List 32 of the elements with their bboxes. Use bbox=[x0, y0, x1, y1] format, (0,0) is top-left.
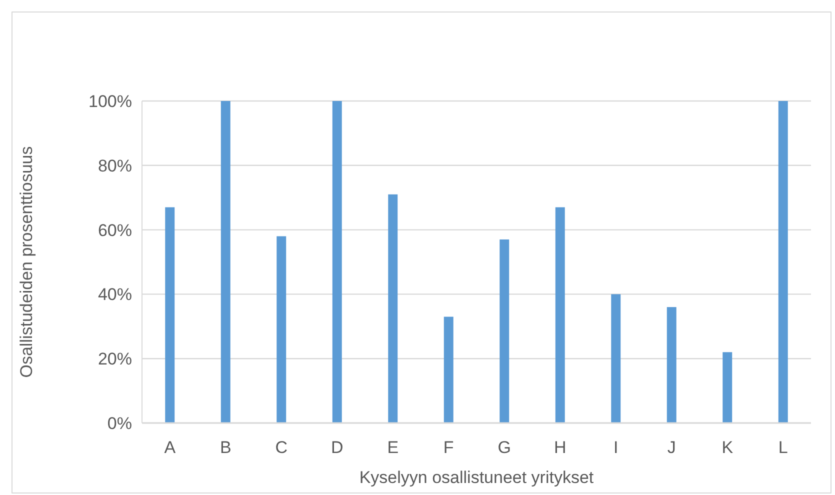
y-tick-label: 40% bbox=[98, 285, 132, 304]
bar bbox=[666, 307, 676, 423]
bar bbox=[220, 101, 230, 423]
bar bbox=[332, 101, 342, 423]
x-tick-label: L bbox=[778, 438, 788, 457]
bar bbox=[276, 236, 286, 423]
x-tick-label: B bbox=[220, 438, 232, 457]
x-tick-label: E bbox=[387, 438, 399, 457]
y-tick-label: 100% bbox=[88, 92, 132, 111]
x-tick-label: G bbox=[498, 438, 511, 457]
x-tick-label: I bbox=[614, 438, 618, 457]
bar bbox=[444, 316, 454, 423]
x-tick-label: J bbox=[667, 438, 676, 457]
bar bbox=[388, 194, 398, 423]
y-tick-label: 0% bbox=[107, 414, 132, 433]
bar bbox=[500, 239, 510, 423]
bar bbox=[611, 294, 621, 423]
x-tick-label: K bbox=[722, 438, 734, 457]
bar bbox=[722, 352, 732, 423]
x-axis-title: Kyselyyn osallistuneet yritykset bbox=[359, 468, 594, 487]
y-tick-label: 60% bbox=[98, 220, 132, 240]
y-axis-title: Osallistudeiden prosenttiosuus bbox=[17, 146, 36, 378]
bar bbox=[555, 207, 565, 423]
bar bbox=[165, 207, 175, 423]
x-tick-label: D bbox=[330, 438, 344, 457]
x-tick-label: H bbox=[554, 438, 566, 457]
y-tick-label: 80% bbox=[98, 156, 132, 176]
x-tick-label: A bbox=[164, 438, 176, 457]
bar bbox=[778, 101, 788, 423]
x-tick-label: C bbox=[275, 438, 288, 457]
y-tick-label: 20% bbox=[98, 350, 132, 369]
x-tick-label: F bbox=[443, 438, 454, 457]
